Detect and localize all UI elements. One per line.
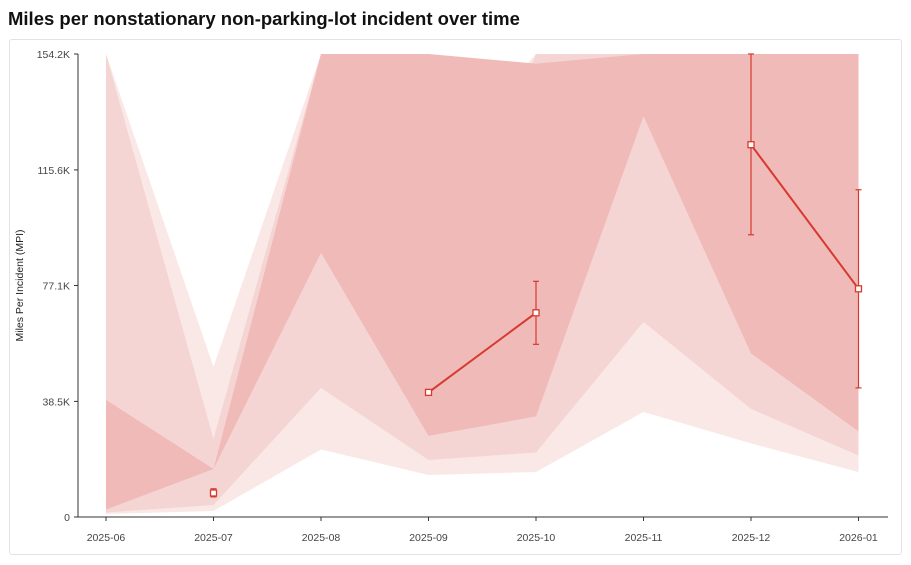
data-point <box>209 489 218 497</box>
y-tick-label: 115.6K <box>38 165 71 177</box>
x-tick-label: 2025-07 <box>194 532 233 544</box>
y-axis-title: Miles Per Incident (MPI) <box>14 229 26 341</box>
y-tick-label: 154.2K <box>37 49 70 61</box>
axes <box>74 53 888 521</box>
data-point <box>532 309 540 317</box>
mpi-chart: 0 38.5K 77.1K 115.6K 154.2K 2025-06 2025-07 202… <box>14 49 888 544</box>
y-tick-label: 0 <box>64 512 70 524</box>
confidence-bands <box>106 54 859 514</box>
band-inner <box>106 54 859 510</box>
axis-labels: 0 38.5K 77.1K 115.6K 154.2K 2025-06 2025-07 202… <box>14 49 878 544</box>
series-line-segment <box>427 312 537 394</box>
x-tick-label: 2025-12 <box>732 532 771 544</box>
data-point <box>747 141 755 149</box>
data-point <box>424 388 433 397</box>
page-title: Miles per nonstationary non-parking-lot … <box>8 8 520 29</box>
y-tick-label: 77.1K <box>43 281 70 293</box>
x-tick-label: 2025-08 <box>302 532 341 544</box>
x-tick-label: 2026-01 <box>839 532 878 544</box>
x-tick-label: 2025-10 <box>517 532 556 544</box>
series-line-segment <box>750 144 860 290</box>
series-layer <box>209 53 863 498</box>
x-tick-label: 2025-11 <box>625 532 663 544</box>
chart-panel: 0 38.5K 77.1K 115.6K 154.2K 2025-06 2025-07 202… <box>9 39 902 555</box>
x-tick-label: 2025-09 <box>409 532 448 544</box>
y-tick-label: 38.5K <box>43 396 70 408</box>
x-tick-label: 2025-06 <box>87 532 126 544</box>
data-point <box>854 285 863 293</box>
